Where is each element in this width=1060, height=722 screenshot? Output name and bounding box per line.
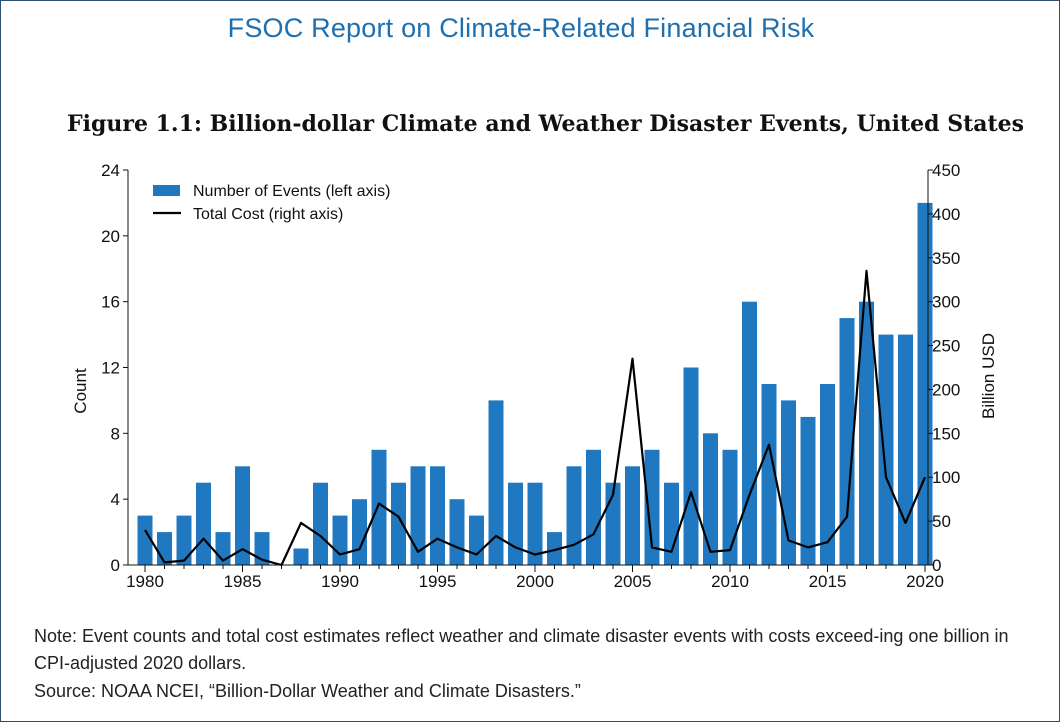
chart: 0 4 8 12 16 20 24 0 50 100 150 200 250 300 350 400 450 19… [71, 161, 998, 591]
bar-2003 [586, 449, 601, 565]
bar-series [137, 202, 933, 566]
bar-2009 [703, 433, 718, 565]
bar-2016 [839, 318, 855, 565]
right-tick-label: 350 [932, 249, 960, 268]
left-axis-label: Count [71, 368, 90, 414]
bar-1990 [332, 515, 348, 565]
bar-1980 [137, 515, 153, 565]
bar-1981 [157, 532, 172, 565]
bar-1982 [176, 515, 192, 565]
right-tick-label: 50 [932, 512, 951, 531]
legend-bar-label: Number of Events (left axis) [193, 183, 390, 200]
bar-1995 [430, 466, 445, 566]
right-tick-label: 200 [932, 380, 960, 399]
right-tick-label: 0 [932, 556, 941, 575]
legend-line-label: Total Cost (right axis) [193, 206, 343, 223]
left-tick-label: 8 [111, 424, 120, 443]
bar-2005 [625, 466, 640, 566]
bar-2011 [742, 301, 757, 565]
bar-2012 [761, 384, 777, 565]
bar-1994 [410, 466, 426, 566]
bar-1999 [508, 482, 523, 565]
bar-2008 [683, 367, 699, 565]
note-text: Note: Event counts and total cost estima… [34, 626, 1009, 673]
x-tick-label: 2020 [906, 572, 944, 591]
bar-2001 [547, 532, 562, 565]
axes: 0 4 8 12 16 20 24 0 50 100 150 200 250 300 350 400 450 19… [101, 161, 960, 591]
legend-bar-swatch [153, 185, 180, 196]
right-axis-label: Billion USD [979, 333, 998, 419]
bar-1998 [488, 400, 504, 565]
x-tick-label: 2005 [614, 572, 652, 591]
source-text: Source: NOAA NCEI, “Billion-Dollar Weath… [34, 681, 581, 701]
left-tick-label: 4 [111, 490, 120, 509]
legend: Number of Events (left axis) Total Cost … [153, 183, 390, 223]
bar-2020 [917, 202, 933, 565]
bar-1996 [449, 499, 465, 565]
bar-2000 [527, 482, 543, 565]
bar-2006 [644, 449, 660, 565]
report-title: FSOC Report on Climate-Related Financial… [227, 13, 815, 43]
bar-2018 [878, 334, 894, 565]
bar-2017 [859, 301, 874, 565]
left-tick-label: 0 [111, 556, 120, 575]
figure-title: Figure 1.1: Billion-dollar Climate and W… [67, 111, 1025, 137]
x-tick-label: 1995 [419, 572, 457, 591]
right-tick-label: 450 [932, 161, 960, 180]
bar-1997 [469, 515, 484, 565]
left-tick-label: 24 [101, 161, 120, 180]
right-tick-label: 150 [932, 424, 960, 443]
bar-1983 [196, 482, 211, 565]
x-tick-label: 2000 [516, 572, 554, 591]
bar-1993 [391, 482, 406, 565]
bar-2015 [820, 384, 835, 565]
bar-1991 [352, 499, 367, 565]
bar-2019 [898, 334, 913, 565]
x-tick-label: 2010 [711, 572, 749, 591]
x-tick-label: 1985 [224, 572, 262, 591]
cost-line [144, 269, 927, 567]
left-tick-label: 16 [101, 293, 120, 312]
bar-1989 [313, 482, 328, 565]
bar-1992 [371, 449, 387, 565]
x-tick-label: 1990 [321, 572, 359, 591]
bar-2002 [566, 466, 582, 566]
right-tick-label: 250 [932, 337, 960, 356]
x-tick-label: 2015 [809, 572, 847, 591]
right-tick-label: 100 [932, 468, 960, 487]
bar-2007 [664, 482, 679, 565]
left-tick-label: 12 [101, 359, 120, 378]
x-tick-label: 1980 [126, 572, 164, 591]
bar-2014 [800, 416, 816, 565]
right-tick-label: 400 [932, 205, 960, 224]
bar-1988 [293, 548, 309, 565]
bar-1985 [235, 466, 250, 566]
right-tick-label: 300 [932, 293, 960, 312]
left-tick-label: 20 [101, 227, 120, 246]
